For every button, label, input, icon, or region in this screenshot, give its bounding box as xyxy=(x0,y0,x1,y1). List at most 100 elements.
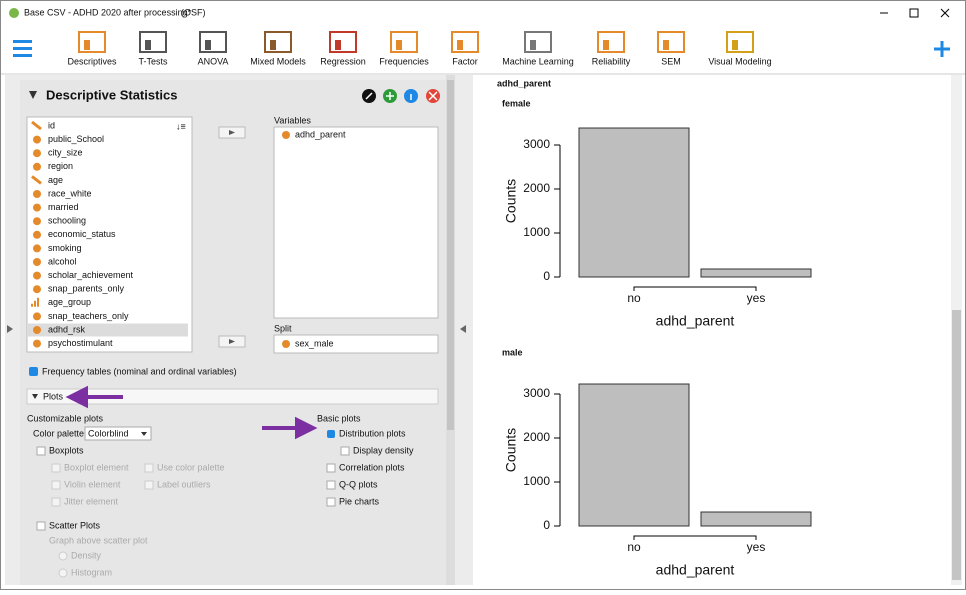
output-scroll-thumb[interactable] xyxy=(952,310,961,580)
split-box[interactable] xyxy=(273,334,439,354)
module-icon[interactable] xyxy=(657,31,685,53)
checkbox-checked[interactable] xyxy=(327,430,335,438)
variable-item[interactable]: age_group xyxy=(48,297,91,307)
checkbox[interactable] xyxy=(340,446,350,456)
checkbox[interactable] xyxy=(326,463,336,473)
module-label[interactable]: Descriptives xyxy=(67,56,117,66)
module-label[interactable]: Visual Modeling xyxy=(708,56,771,66)
checkbox[interactable] xyxy=(51,463,61,473)
output-heading: adhd_parent xyxy=(497,78,551,88)
color-palette-select[interactable] xyxy=(84,426,152,441)
variable-item[interactable]: scholar_achievement xyxy=(48,270,134,280)
splitter-arrow[interactable] xyxy=(7,325,13,333)
variable-list[interactable] xyxy=(26,116,193,353)
annotation-arrow xyxy=(262,416,318,440)
module-icon[interactable] xyxy=(597,31,625,53)
bar xyxy=(700,268,812,278)
scatter-option: Histogram xyxy=(71,567,112,577)
nominal-icon xyxy=(33,326,41,334)
module-label[interactable]: SEM xyxy=(661,56,681,66)
checkbox[interactable] xyxy=(58,568,68,578)
y-tick-label: 0 xyxy=(543,269,550,283)
checkbox[interactable] xyxy=(36,446,46,456)
module-icon[interactable] xyxy=(199,31,227,53)
close[interactable] xyxy=(940,8,950,18)
add-module[interactable] xyxy=(934,41,950,57)
maximize[interactable] xyxy=(909,8,919,18)
checkbox[interactable] xyxy=(144,463,154,473)
y-tick-label: 2000 xyxy=(523,181,550,195)
selected-variable: adhd_parent xyxy=(295,129,346,139)
checkbox[interactable] xyxy=(51,480,61,490)
module-label[interactable]: T-Tests xyxy=(138,56,168,66)
variable-item[interactable]: psychostimulant xyxy=(48,338,113,348)
module-label[interactable]: Reliability xyxy=(592,56,631,66)
module-icon-fill xyxy=(84,40,90,50)
nominal-icon xyxy=(33,271,41,280)
variable-item[interactable]: age xyxy=(48,175,63,185)
menu-button[interactable] xyxy=(13,40,32,57)
module-icon[interactable] xyxy=(264,31,292,53)
variable-item[interactable]: married xyxy=(48,202,79,212)
variable-item[interactable]: snap_parents_only xyxy=(48,284,125,294)
variable-item[interactable]: alcohol xyxy=(48,256,77,266)
module-icon[interactable] xyxy=(390,31,418,53)
boxplot-option: Boxplot element xyxy=(64,462,129,472)
variable-item[interactable]: public_School xyxy=(48,134,104,144)
nominal-icon xyxy=(33,312,41,321)
module-label[interactable]: Frequencies xyxy=(379,56,429,66)
variable-item[interactable]: race_white xyxy=(48,188,92,198)
variables-box[interactable] xyxy=(273,126,439,319)
split-label: Split xyxy=(274,323,292,333)
var-icon xyxy=(282,131,290,139)
splitter-arrow[interactable] xyxy=(460,325,466,333)
checkbox[interactable] xyxy=(144,480,154,490)
y-axis-label: Counts xyxy=(503,179,519,223)
plots-section[interactable] xyxy=(26,388,439,405)
x-axis xyxy=(633,535,757,540)
module-icon[interactable] xyxy=(78,31,106,53)
variable-item[interactable]: region xyxy=(48,161,73,171)
checkbox-checked[interactable] xyxy=(29,367,38,376)
checkbox[interactable] xyxy=(36,521,46,531)
module-label[interactable]: Factor xyxy=(452,56,478,66)
scatter-plots: Scatter Plots xyxy=(49,520,101,530)
module-icon[interactable] xyxy=(329,31,357,53)
module-label[interactable]: ANOVA xyxy=(198,56,229,66)
y-tick-label: 3000 xyxy=(523,137,550,151)
variables-label: Variables xyxy=(274,115,311,125)
variable-item[interactable]: snap_teachers_only xyxy=(48,311,129,321)
variable-item[interactable]: economic_status xyxy=(48,229,116,239)
module-label[interactable]: Mixed Models xyxy=(250,56,306,66)
variable-item[interactable]: adhd_rsk xyxy=(48,324,86,334)
checkbox[interactable] xyxy=(326,480,336,490)
window-title: Base CSV - ADHD 2020 after processing* xyxy=(24,7,192,17)
module-icon[interactable] xyxy=(139,31,167,53)
boxplots: Boxplots xyxy=(49,445,84,455)
checkbox[interactable] xyxy=(51,497,61,507)
checkbox[interactable] xyxy=(326,497,336,507)
nominal-icon xyxy=(33,258,41,266)
plot-title: female xyxy=(502,98,531,108)
sort-icon[interactable]: ↓≡ xyxy=(176,121,186,131)
module-label[interactable]: Regression xyxy=(320,56,366,66)
x-tick-label: yes xyxy=(747,540,766,554)
x-tick-label: no xyxy=(627,540,641,554)
nominal-icon xyxy=(33,135,41,144)
variable-item[interactable]: schooling xyxy=(48,216,86,226)
module-label[interactable]: Machine Learning xyxy=(502,56,574,66)
collapse-icon[interactable] xyxy=(29,91,37,99)
variable-item[interactable]: city_size xyxy=(48,148,83,158)
panel-scroll-thumb[interactable] xyxy=(447,80,454,430)
basic-option: Correlation plots xyxy=(339,462,405,472)
arrow xyxy=(229,130,235,135)
variable-item[interactable]: smoking xyxy=(48,243,82,253)
module-icon[interactable] xyxy=(524,31,552,53)
module-icon-fill xyxy=(335,40,341,50)
boxplot-option: Violin element xyxy=(64,479,121,489)
module-icon[interactable] xyxy=(451,31,479,53)
variable-item[interactable]: id xyxy=(48,120,55,130)
color-palette-label: Color palette xyxy=(33,428,84,438)
checkbox[interactable] xyxy=(58,551,68,561)
module-icon[interactable] xyxy=(726,31,754,53)
